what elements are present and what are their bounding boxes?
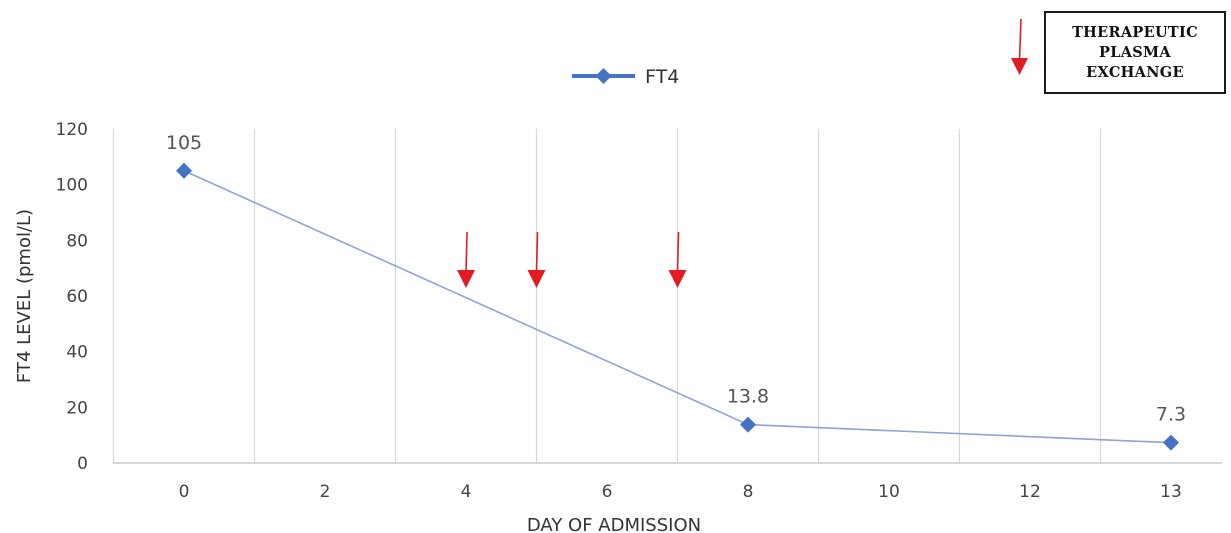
plasma-exchange-arrow-shaft: [676, 231, 680, 273]
y-tick-label: 20: [66, 398, 88, 418]
ft4-series: 105 13.8 7.3: [166, 132, 1186, 451]
plasma-exchange-arrow-shaft: [535, 231, 539, 273]
key-box: [1044, 11, 1226, 94]
x-tick-label: 4: [461, 482, 472, 502]
plasma-exchange-arrow-shaft: [465, 231, 468, 273]
ft4-data-point: [1163, 434, 1179, 451]
ft4-data-label: 13.8: [727, 386, 769, 408]
key-text-line-2: PLASMA: [1099, 44, 1171, 61]
legend-label-ft4: FT4: [645, 66, 679, 88]
key-arrow-shaft: [1018, 18, 1022, 61]
x-tick-label: 0: [179, 482, 190, 502]
y-tick-label: 80: [66, 231, 88, 251]
x-tick-label: 8: [743, 482, 754, 502]
ft4-data-point: [740, 416, 756, 433]
y-tick-label: 0: [77, 454, 88, 474]
y-tick-label: 120: [56, 120, 88, 140]
x-axis-title: DAY OF ADMISSION: [527, 515, 701, 533]
plasma-exchange-arrow-head-icon: [668, 270, 687, 288]
x-tick-label: 2: [320, 482, 331, 502]
ft4-data-label: 7.3: [1156, 404, 1186, 426]
key-text-line-3: EXCHANGE: [1086, 64, 1184, 81]
x-tick-label: 10: [878, 482, 900, 502]
y-tick-label: 100: [56, 176, 88, 196]
x-tick-label: 6: [602, 482, 613, 502]
plasma-exchange-arrows: [457, 231, 687, 288]
x-tick-label: 12: [1019, 482, 1041, 502]
ft4-data-label: 105: [166, 132, 202, 154]
y-tick-label: 40: [66, 343, 88, 363]
legend: FT4: [572, 66, 679, 88]
ft4-data-point: [176, 162, 192, 179]
plasma-exchange-arrow-head-icon: [527, 270, 546, 288]
legend-diamond-marker: [595, 68, 612, 84]
x-axis-tick-labels: 0 2 4 6 8 10 12 13: [179, 482, 1182, 502]
key-text-line-1: THERAPEUTIC: [1072, 24, 1198, 41]
x-tick-label: 13: [1160, 482, 1182, 502]
therapeutic-plasma-exchange-key: THERAPEUTIC PLASMA EXCHANGE: [1011, 11, 1226, 94]
key-arrow-head-icon: [1011, 58, 1028, 75]
y-tick-label: 60: [66, 287, 88, 307]
y-axis-title: FT4 LEVEL (pmol/L): [14, 209, 35, 383]
vertical-gridlines: [112, 129, 1102, 463]
y-axis-tick-labels: 0 20 40 60 80 100 120: [56, 120, 88, 474]
plasma-exchange-arrow-head-icon: [457, 270, 475, 288]
